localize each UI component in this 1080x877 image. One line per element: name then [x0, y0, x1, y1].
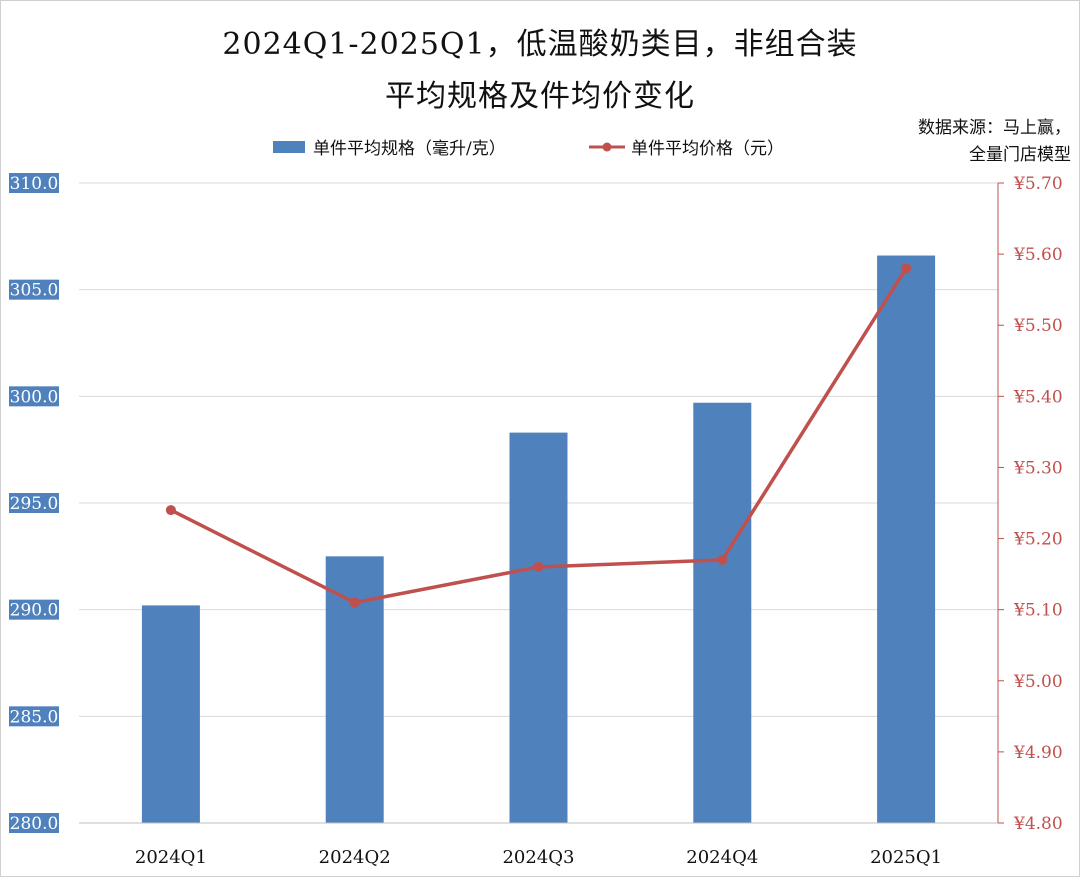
left-tick-label-bg	[9, 706, 59, 727]
left-tick-label: 305.0	[10, 281, 59, 301]
chart-title-line2: 平均规格及件均价变化	[385, 79, 695, 114]
legend-item-line: 单件平均价格（元）	[589, 134, 784, 159]
right-tick-label: ¥4.80	[1013, 814, 1063, 834]
price-point	[349, 597, 360, 608]
price-point	[165, 505, 176, 516]
left-tick-label-bg	[9, 386, 59, 407]
source-note-line2: 全量门店模型	[969, 145, 1071, 165]
right-tick-label: ¥5.60	[1013, 245, 1063, 265]
left-tick-label-bg	[9, 279, 59, 300]
bar	[141, 605, 200, 823]
bar	[693, 402, 752, 823]
x-tick-label: 2024Q3	[502, 847, 574, 868]
legend-swatch-bar	[273, 140, 305, 153]
legend-swatch-line	[589, 142, 625, 151]
left-tick-label-bg	[9, 813, 59, 833]
bar	[509, 432, 568, 823]
right-tick-label: ¥5.50	[1013, 316, 1063, 336]
chart-title-line1: 2024Q1-2025Q1，低温酸奶类目，非组合装	[222, 27, 858, 62]
x-tick-label: 2024Q1	[135, 847, 207, 868]
right-tick-label: ¥5.30	[1013, 458, 1063, 478]
left-tick-label-bg	[9, 493, 59, 513]
price-point	[533, 562, 544, 572]
left-tick-label: 280.0	[10, 814, 59, 834]
price-point	[901, 263, 912, 274]
right-tick-label: ¥5.20	[1013, 530, 1063, 550]
left-tick-label: 310.0	[10, 174, 59, 194]
price-point	[717, 554, 728, 565]
legend-label-bar: 单件平均规格（毫升/克）	[313, 139, 506, 159]
left-tick-label: 295.0	[10, 494, 59, 514]
x-tick-label: 2024Q2	[319, 847, 391, 868]
right-tick-label: ¥5.40	[1013, 387, 1063, 407]
right-tick-label: ¥5.00	[1013, 672, 1063, 692]
right-tick-label: ¥5.70	[1013, 174, 1063, 194]
left-tick-label: 290.0	[10, 601, 59, 621]
source-note-line1: 数据来源：马上赢，	[918, 118, 1071, 138]
left-tick-label: 300.0	[10, 387, 59, 407]
left-tick-label-bg	[9, 599, 59, 620]
x-tick-label: 2025Q1	[870, 847, 942, 868]
x-tick-label: 2024Q4	[686, 847, 758, 868]
right-tick-label: ¥4.90	[1013, 743, 1063, 763]
left-tick-label: 285.0	[10, 707, 59, 727]
left-tick-label-bg	[9, 173, 59, 193]
legend-label-line: 单件平均价格（元）	[631, 139, 784, 159]
bar	[325, 556, 384, 823]
legend-item-bar: 单件平均规格（毫升/克）	[273, 134, 506, 159]
bar	[877, 255, 936, 824]
right-tick-label: ¥5.10	[1013, 601, 1063, 621]
